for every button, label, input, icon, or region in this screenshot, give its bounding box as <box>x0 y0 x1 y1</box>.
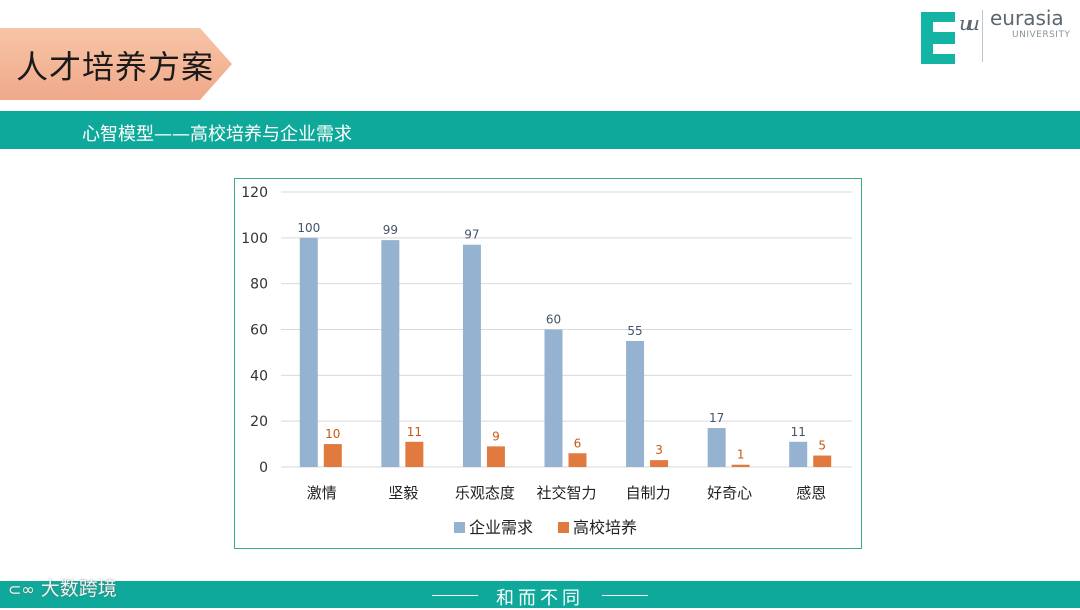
bar <box>813 455 832 467</box>
university-logo-icon: u u <box>921 12 980 64</box>
footer-motto: 和而不同 <box>496 588 584 609</box>
x-tick-label: 好奇心 <box>707 484 752 502</box>
data-label: 17 <box>709 411 724 425</box>
data-label: 60 <box>546 313 561 327</box>
legend-label: 高校培养 <box>573 518 637 537</box>
data-label: 100 <box>297 221 320 235</box>
logo-divider <box>982 10 983 62</box>
watermark-label: 大数跨境 <box>40 578 117 600</box>
bar <box>731 464 750 467</box>
legend-swatch <box>558 522 569 533</box>
data-label: 10 <box>325 427 340 441</box>
subtitle-bar <box>0 111 1080 149</box>
bar <box>568 453 587 467</box>
y-tick-label: 0 <box>259 460 268 476</box>
svg-text:u: u <box>959 12 972 35</box>
y-tick-label: 60 <box>250 323 268 339</box>
bar <box>486 446 505 467</box>
y-tick-label: 80 <box>250 277 268 293</box>
x-tick-label: 感恩 <box>796 484 826 502</box>
data-label: 55 <box>627 324 642 338</box>
legend-label: 企业需求 <box>469 518 533 537</box>
data-label: 5 <box>818 439 826 453</box>
bar <box>323 444 342 467</box>
legend-swatch <box>454 522 465 533</box>
x-tick-label: 坚毅 <box>388 484 418 502</box>
bar <box>462 244 481 467</box>
page-title: 人才培养方案 <box>16 48 215 86</box>
bar <box>405 441 424 467</box>
section-subtitle: 心智模型——高校培养与企业需求 <box>82 124 352 145</box>
data-label: 11 <box>791 425 806 439</box>
bar <box>381 240 400 467</box>
y-tick-label: 20 <box>250 414 268 430</box>
data-label: 3 <box>655 443 663 457</box>
data-label: 1 <box>737 448 745 462</box>
x-tick-label: 自制力 <box>626 484 671 502</box>
footer-line-left <box>432 595 478 596</box>
bar <box>789 441 808 467</box>
y-tick-label: 40 <box>250 368 268 384</box>
logo-subtitle: UNIVERSITY <box>1012 30 1071 40</box>
svg-text:u: u <box>967 12 980 35</box>
bar <box>707 428 726 467</box>
data-label: 9 <box>492 429 500 443</box>
bar <box>544 329 563 467</box>
logo-name: eurasia <box>990 6 1064 30</box>
data-label: 97 <box>464 228 479 242</box>
bar-chart: 0 20 40 60 80 100 120 100 10 激情 99 11 坚毅 97 9 乐观态度 60 6 社交… <box>241 185 852 537</box>
footer-line-right <box>602 595 648 596</box>
data-label: 99 <box>383 223 398 237</box>
x-tick-label: 社交智力 <box>536 484 596 502</box>
bar <box>626 340 645 467</box>
footer-bar <box>0 581 1080 608</box>
bar <box>650 460 669 467</box>
x-tick-label: 激情 <box>307 484 337 502</box>
x-tick-label: 乐观态度 <box>455 484 515 502</box>
watermark-logo-icon: ⊂∞ <box>8 580 35 599</box>
title-tab <box>0 28 232 100</box>
bar <box>299 237 318 467</box>
y-tick-label: 100 <box>241 231 268 247</box>
data-label: 6 <box>574 436 582 450</box>
y-tick-label: 120 <box>241 185 268 201</box>
watermark-text: ⊂∞ 大数跨境 <box>8 574 117 601</box>
data-label: 11 <box>407 425 422 439</box>
